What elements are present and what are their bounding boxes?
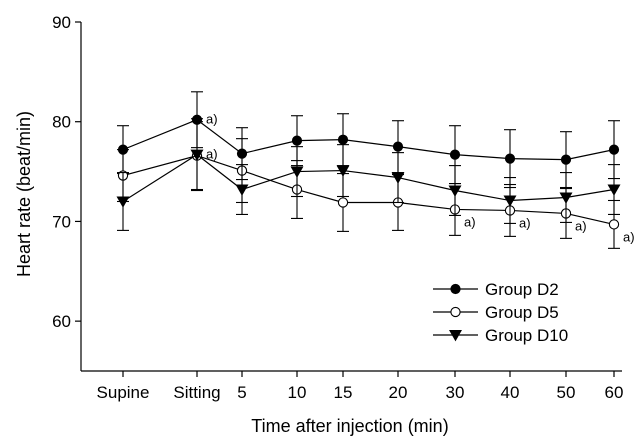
series-line xyxy=(122,154,615,226)
series-line xyxy=(122,153,615,202)
x-tick-label: 30 xyxy=(446,383,465,402)
legend: Group D2 Group D5 Group D10 xyxy=(433,280,568,345)
data-point xyxy=(560,154,572,165)
legend-marker xyxy=(450,283,461,295)
data-point xyxy=(504,153,516,164)
y-axis-label: Heart rate (beat/min) xyxy=(14,111,34,277)
legend-label: Group D2 xyxy=(485,280,559,299)
significance-annotation: a) xyxy=(206,147,218,162)
series-line xyxy=(122,119,615,161)
x-tick-label: 50 xyxy=(557,383,576,402)
legend-item: Group D2 xyxy=(433,280,559,299)
x-axis-label: Time after injection (min) xyxy=(251,416,448,436)
x-tick-label: 10 xyxy=(288,383,307,402)
y-tick-label: 90 xyxy=(52,13,71,32)
data-point xyxy=(190,149,204,161)
y-tick-label: 60 xyxy=(52,312,71,331)
legend-marker xyxy=(449,329,462,342)
x-tick-label: Sitting xyxy=(173,383,220,402)
x-tick-label: 20 xyxy=(389,383,408,402)
data-point xyxy=(449,149,461,160)
legend-marker xyxy=(450,306,461,318)
data-point xyxy=(559,192,573,204)
legend-item: Group D10 xyxy=(433,326,568,345)
legend-label: Group D5 xyxy=(485,303,559,322)
data-point xyxy=(391,172,405,184)
axes: 60 70 80 90 Supine Sitting 5 10 15 20 30 40 50 60 xyxy=(52,13,623,402)
series-group-d5: a) a) a) a) xyxy=(117,121,635,249)
significance-annotation: a) xyxy=(575,218,587,233)
series-group-d2: a) xyxy=(117,91,620,189)
y-tick-label: 70 xyxy=(52,212,71,231)
data-point xyxy=(392,141,404,152)
data-point xyxy=(607,184,621,196)
data-point xyxy=(608,219,620,230)
x-tick-label: Supine xyxy=(97,383,150,402)
data-point xyxy=(116,196,130,208)
data-point xyxy=(336,165,350,177)
significance-annotation: a) xyxy=(623,229,635,244)
plot-area: a) a) a) a) a) a) xyxy=(116,91,635,249)
legend-item: Group D5 xyxy=(433,303,559,322)
data-point xyxy=(503,195,517,207)
legend-label: Group D10 xyxy=(485,326,568,345)
data-point xyxy=(291,135,303,146)
data-point xyxy=(337,134,349,145)
series-group-d10: a) xyxy=(116,118,621,231)
significance-annotation: a) xyxy=(206,112,218,127)
x-tick-label: 5 xyxy=(237,383,246,402)
data-point xyxy=(290,166,304,178)
data-point xyxy=(235,184,249,196)
significance-annotation: a) xyxy=(519,215,531,230)
x-tick-label: 40 xyxy=(501,383,520,402)
data-point xyxy=(337,197,349,208)
y-tick-label: 80 xyxy=(52,113,71,132)
data-point xyxy=(448,185,462,197)
significance-annotation: a) xyxy=(464,214,476,229)
x-tick-label: 60 xyxy=(605,383,624,402)
x-tick-label: 15 xyxy=(334,383,353,402)
data-point xyxy=(608,144,620,155)
